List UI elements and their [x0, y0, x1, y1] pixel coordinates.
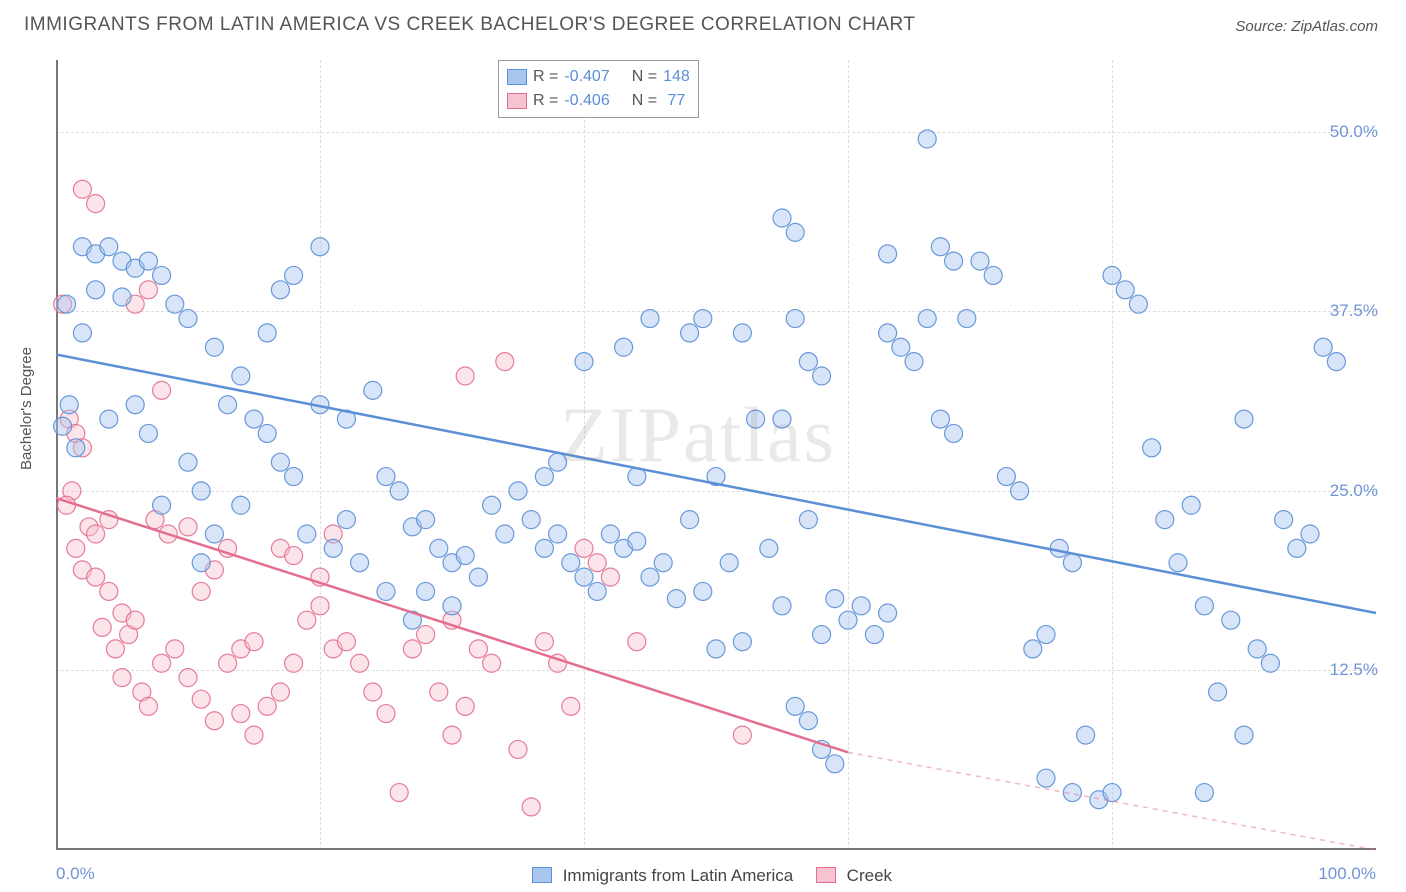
legend-n-label: N = [632, 89, 657, 113]
source-name: ZipAtlas.com [1291, 18, 1378, 35]
legend-correlation: R = -0.407 N = 148 R = -0.406 N = 77 [498, 60, 699, 118]
chart-container: IMMIGRANTS FROM LATIN AMERICA VS CREEK B… [0, 0, 1406, 892]
legend-swatch-blue [507, 69, 527, 85]
source-prefix: Source: [1235, 18, 1291, 35]
source-label: Source: ZipAtlas.com [1235, 18, 1378, 35]
legend-n-label: N = [632, 65, 657, 89]
legend-swatch-blue [532, 867, 552, 883]
legend-row-pink: R = -0.406 N = 77 [507, 89, 690, 113]
y-axis-label: Bachelor's Degree [18, 347, 35, 470]
legend-n-blue: 148 [663, 65, 690, 89]
legend-n-pink: 77 [663, 89, 685, 113]
legend-swatch-pink [816, 867, 836, 883]
legend-row-blue: R = -0.407 N = 148 [507, 65, 690, 89]
legend-label-blue: Immigrants from Latin America [563, 866, 794, 885]
legend-r-label: R = [533, 65, 558, 89]
legend-label-pink: Creek [847, 866, 892, 885]
x-tick-right: 100.0% [1318, 864, 1376, 884]
legend-r-label: R = [533, 89, 558, 113]
legend-series: Immigrants from Latin America Creek [0, 866, 1406, 886]
legend-swatch-pink [507, 93, 527, 109]
chart-title: IMMIGRANTS FROM LATIN AMERICA VS CREEK B… [24, 14, 916, 36]
scatter-plot [56, 60, 1376, 850]
legend-r-blue: -0.407 [564, 65, 609, 89]
legend-r-pink: -0.406 [564, 89, 609, 113]
x-tick-left: 0.0% [56, 864, 95, 884]
